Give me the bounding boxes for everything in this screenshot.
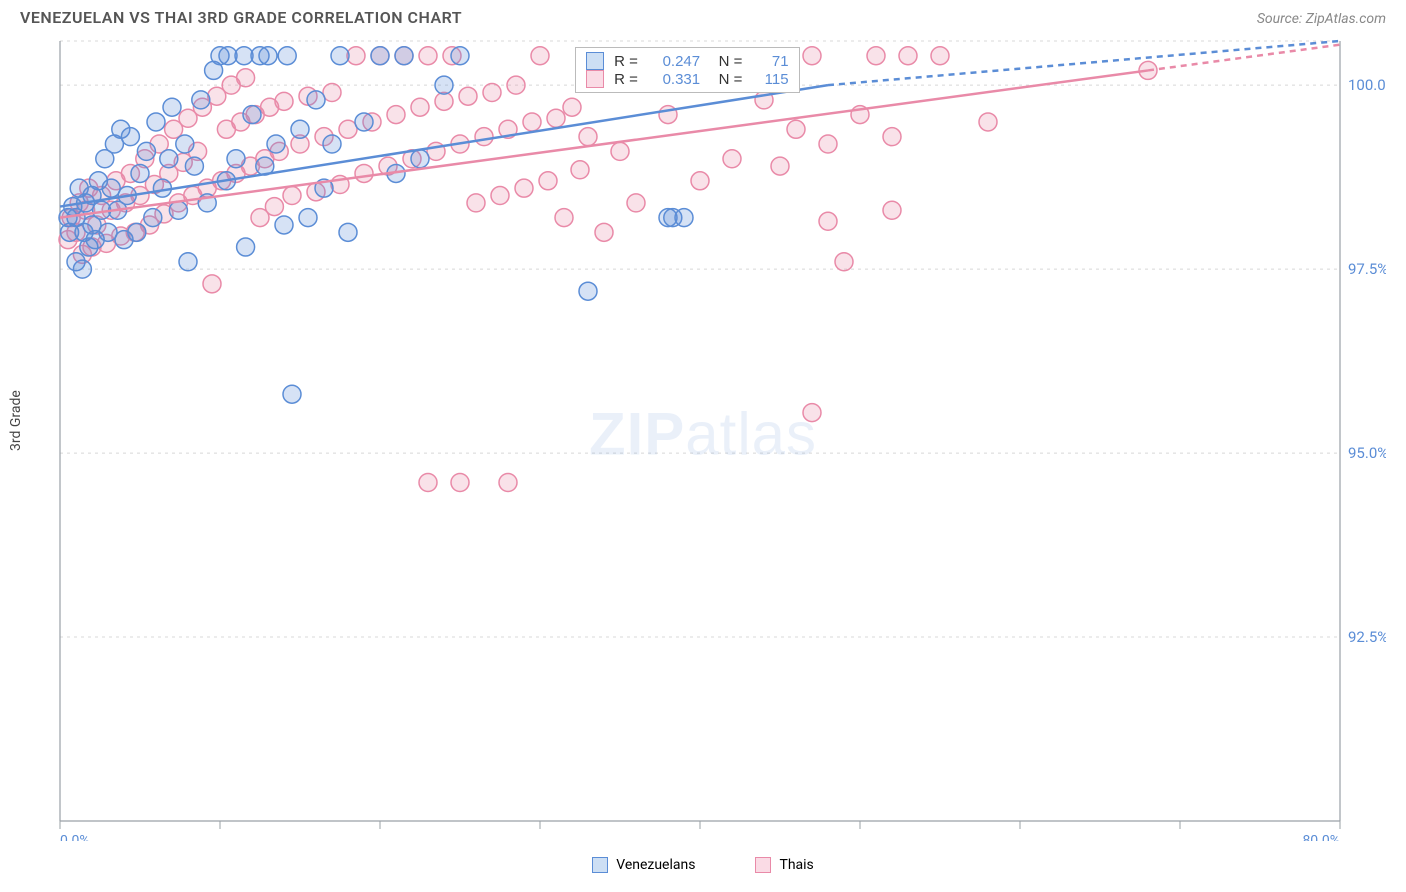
chart-container: 3rd Grade ZIPatlas 0.0%80.0%92.5%95.0%97…: [20, 31, 1386, 871]
svg-text:80.0%: 80.0%: [1302, 833, 1340, 841]
stats-swatch-icon: [586, 52, 604, 70]
stats-swatch-icon: [586, 70, 604, 88]
chart-title: VENEZUELAN VS THAI 3RD GRADE CORRELATION…: [20, 8, 462, 27]
legend-item-venezuelans: Venezuelans: [592, 857, 695, 873]
svg-text:92.5%: 92.5%: [1348, 628, 1386, 646]
svg-text:95.0%: 95.0%: [1348, 444, 1386, 462]
legend-label: Venezuelans: [616, 857, 695, 873]
svg-text:100.0%: 100.0%: [1348, 76, 1386, 94]
stats-row: R = 0.247 N = 71: [586, 52, 789, 70]
scatter-chart: 0.0% 80.0% 92.5% 95.0% 97.5% 100.0%: [20, 31, 1386, 841]
y-axis-label: 3rd Grade: [8, 390, 24, 451]
legend-swatch-icon: [755, 857, 771, 873]
bottom-legend: Venezuelans Thais: [20, 857, 1386, 873]
stats-box: R = 0.247 N = 71 R = 0.331 N = 115: [575, 47, 800, 93]
legend-item-thais: Thais: [755, 857, 813, 873]
legend-swatch-icon: [592, 857, 608, 873]
svg-text:97.5%: 97.5%: [1348, 260, 1386, 278]
stats-row: R = 0.331 N = 115: [586, 70, 789, 88]
svg-text:0.0%: 0.0%: [60, 833, 90, 841]
legend-label: Thais: [779, 857, 813, 873]
source-label: Source: ZipAtlas.com: [1257, 11, 1386, 27]
